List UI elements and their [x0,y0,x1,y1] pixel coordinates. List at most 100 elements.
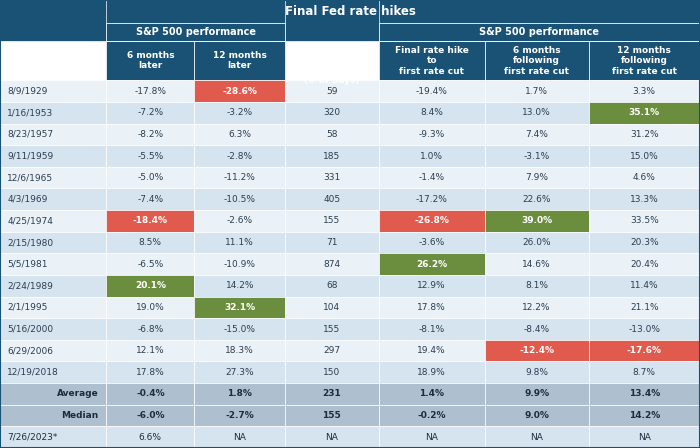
Bar [379,297,485,318]
Bar [589,297,700,318]
Text: 9/11/1959: 9/11/1959 [8,151,54,160]
Bar [106,41,195,80]
Bar [485,80,589,102]
Bar [589,102,700,124]
Text: 2/15/1980: 2/15/1980 [8,238,54,247]
Text: 59: 59 [326,86,337,95]
Text: -6.0%: -6.0% [136,411,164,420]
Text: 22.6%: 22.6% [522,195,551,204]
Bar [0,102,106,124]
Bar [0,318,106,340]
Text: Final rate hike
to
first rate cut: Final rate hike to first rate cut [395,46,468,76]
Bar [589,362,700,383]
Text: 9.9%: 9.9% [524,389,550,398]
Bar [0,254,106,275]
Bar [379,275,485,297]
Bar [0,297,106,318]
Bar [106,383,195,405]
Bar [485,318,589,340]
Text: Subsequent
first rate cut
(# of days): Subsequent first rate cut (# of days) [300,55,365,85]
Text: -8.1%: -8.1% [419,324,444,334]
Bar [106,362,195,383]
Text: -2.8%: -2.8% [227,151,253,160]
Text: -5.5%: -5.5% [137,151,164,160]
Bar [285,0,379,41]
Bar [106,254,195,275]
Text: -6.5%: -6.5% [137,260,164,269]
Bar [106,340,195,362]
Text: 39.0%: 39.0% [521,216,552,225]
Bar [195,405,285,426]
Bar [589,232,700,254]
Bar [195,254,285,275]
Text: 12/6/1965: 12/6/1965 [8,173,54,182]
Text: 1/16/1953: 1/16/1953 [8,108,54,117]
Bar [0,189,106,210]
Bar [195,275,285,297]
Text: 58: 58 [326,130,337,139]
Bar [285,210,379,232]
Bar [379,362,485,383]
Text: -2.6%: -2.6% [227,216,253,225]
Text: 17.8%: 17.8% [136,368,164,377]
Bar [106,145,195,167]
Text: 20.1%: 20.1% [135,281,166,290]
Text: -10.5%: -10.5% [224,195,256,204]
Text: 8/9/1929: 8/9/1929 [8,86,48,95]
Text: 35.1%: 35.1% [629,108,660,117]
Text: 3.3%: 3.3% [633,86,656,95]
Text: NA: NA [326,433,338,442]
Text: -10.9%: -10.9% [224,260,256,269]
Text: 32.1%: 32.1% [224,303,256,312]
Bar [379,145,485,167]
Text: -3.1%: -3.1% [524,151,550,160]
Text: -5.0%: -5.0% [137,173,164,182]
Bar [195,102,285,124]
Text: -13.0%: -13.0% [629,324,660,334]
Text: Median: Median [62,411,99,420]
Text: 12.9%: 12.9% [417,281,446,290]
Text: 104: 104 [323,303,340,312]
Text: -6.8%: -6.8% [137,324,164,334]
Text: 68: 68 [326,281,337,290]
Bar [195,426,285,448]
Text: 6.6%: 6.6% [139,433,162,442]
Bar [0,426,106,448]
Text: -18.4%: -18.4% [133,216,168,225]
Bar [285,80,379,102]
Text: NA: NA [425,433,438,442]
Bar [106,275,195,297]
Bar [485,41,589,80]
Bar [285,426,379,448]
Text: -17.2%: -17.2% [416,195,447,204]
Text: 14.2%: 14.2% [629,411,660,420]
Text: 8.4%: 8.4% [420,108,443,117]
Text: 15.0%: 15.0% [630,151,659,160]
Text: 405: 405 [323,195,340,204]
Bar [485,210,589,232]
Bar [285,275,379,297]
Text: 26.0%: 26.0% [522,238,551,247]
Bar [0,405,106,426]
Text: 12 months
following
first rate cut: 12 months following first rate cut [612,46,677,76]
Bar [195,318,285,340]
Bar [379,405,485,426]
Bar [285,189,379,210]
Bar [0,383,106,405]
Bar [485,124,589,145]
Text: 11.1%: 11.1% [225,238,254,247]
Text: Average: Average [57,389,99,398]
Text: 5/16/2000: 5/16/2000 [8,324,54,334]
Text: -7.4%: -7.4% [137,195,163,204]
Text: 19.0%: 19.0% [136,303,164,312]
Text: -7.2%: -7.2% [137,108,163,117]
Bar [589,383,700,405]
Text: 12/19/2018: 12/19/2018 [8,368,60,377]
Text: -0.2%: -0.2% [417,411,446,420]
Bar [0,0,106,41]
Bar [195,145,285,167]
Bar [285,297,379,318]
Bar [195,232,285,254]
Bar [589,189,700,210]
Text: S&P 500 performance: S&P 500 performance [480,27,599,37]
